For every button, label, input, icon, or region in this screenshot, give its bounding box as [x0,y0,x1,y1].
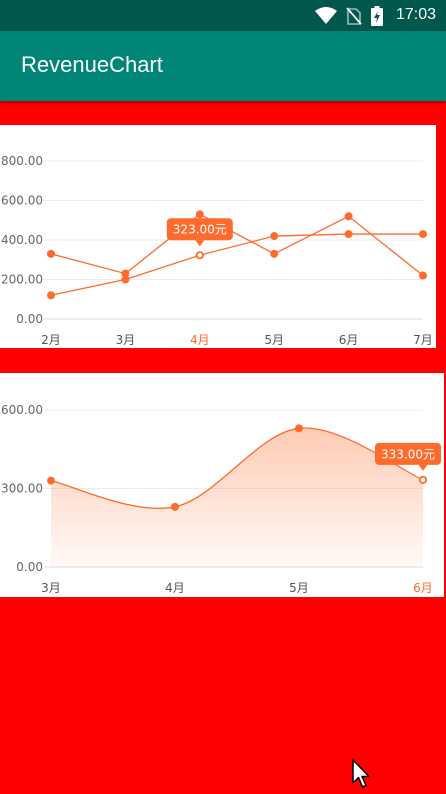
x-tick-label: 5月 [264,333,284,347]
x-tick-label: 6月 [413,581,433,595]
x-tick-label: 4月 [165,581,185,595]
data-point [345,230,353,238]
x-tick-label: 7月 [413,333,433,347]
status-bar: 17:03 [0,0,446,31]
x-tick-label: 2月 [41,333,61,347]
y-tick-label: 0.00 [16,560,43,574]
line-chart-panel[interactable]: 0.00 200.00 400.00 600.00 800.00 2月 3月 4月 5月 6月 7月… [0,125,436,348]
mouse-cursor-icon [352,759,372,789]
y-tick-label: 800.00 [1,154,43,168]
y-tick-label: 200.00 [1,273,43,287]
tooltip-label: 323.00元 [173,223,227,237]
x-tick-label: 5月 [289,581,309,595]
series-line-1 [51,234,423,295]
x-tick-label: 4月 [190,333,210,347]
data-point [121,270,129,278]
data-point [196,210,204,218]
data-point [47,477,55,485]
data-point [171,503,179,511]
y-tick-label: 400.00 [1,233,43,247]
y-tick-label: 0.00 [16,312,43,326]
data-point [197,252,203,258]
area-chart-panel[interactable]: 0.00 300.00 600.00 3月 4月 5月 6月 333.00元 [0,373,444,597]
data-point [419,230,427,238]
data-point [270,232,278,240]
status-time: 17:03 [396,6,436,24]
tooltip-pointer [419,465,428,471]
line-chart[interactable]: 0.00 200.00 400.00 600.00 800.00 2月 3月 4月 5月 6月 7月… [0,125,436,348]
data-point [47,291,55,299]
x-tick-label: 3月 [116,333,136,347]
app-bar: RevenueChart [0,31,446,101]
x-tick-label: 6月 [339,333,359,347]
y-tick-label: 300.00 [1,482,43,496]
tooltip-pointer [195,240,204,246]
data-point [295,424,303,432]
data-point [419,272,427,280]
app-title: RevenueChart [21,52,163,78]
wifi-icon [315,7,337,25]
data-point [270,250,278,258]
y-tick-label: 600.00 [1,403,43,417]
data-point [47,250,55,258]
data-point [420,477,426,483]
x-tick-label: 3月 [41,581,61,595]
data-point [345,212,353,220]
area-chart[interactable]: 0.00 300.00 600.00 3月 4月 5月 6月 333.00元 [0,373,444,597]
battery-charging-icon [371,6,383,26]
y-tick-label: 600.00 [1,194,43,208]
series-line-2 [51,214,423,275]
no-sim-icon [346,7,362,25]
tooltip-label: 333.00元 [381,447,435,461]
